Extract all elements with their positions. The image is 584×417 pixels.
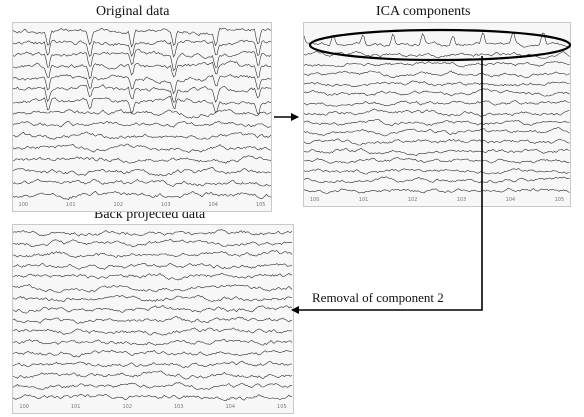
- original-x-ticks: 100 101 102 103 104 105: [13, 201, 271, 211]
- original-data-title: Original data: [96, 4, 170, 19]
- original-tick-4: 104: [208, 202, 218, 208]
- ica-trace-4: [304, 70, 570, 79]
- original-trace-8: [13, 109, 271, 119]
- original-tick-2: 102: [113, 202, 124, 208]
- original-tick-3: 103: [160, 202, 171, 208]
- back-projected-trace-2: [13, 238, 292, 248]
- ica-trace-14: [304, 167, 570, 175]
- back-projected-trace-6: [13, 284, 293, 293]
- ica-trace-11: [304, 138, 570, 146]
- original-trace-11: [13, 143, 271, 153]
- ica-trace-3: [304, 61, 570, 68]
- back-projected-trace-9: [13, 315, 293, 324]
- ica-trace-9: [304, 119, 570, 126]
- ica-x-ticks: 100 101 102 103 104 105: [304, 196, 570, 206]
- back-projected-trace-5: [13, 272, 293, 281]
- ica-tick-0: 100: [309, 197, 320, 203]
- ica-trace-2: [304, 50, 570, 59]
- ica-trace-1: [304, 32, 570, 48]
- ica-trace-6: [304, 88, 570, 97]
- original-trace-5: [13, 74, 271, 95]
- ica-tick-5: 105: [554, 197, 565, 203]
- ica-tick-4: 104: [505, 197, 516, 203]
- original-data-panel: 100 101 102 103 104 105: [12, 22, 272, 212]
- original-tick-1: 101: [66, 202, 76, 208]
- ica-components-panel: 100 101 102 103 104 105: [303, 22, 571, 207]
- ica-trace-16: [304, 187, 570, 194]
- ica-trace-5: [304, 80, 570, 88]
- back-projected-trace-14: [13, 370, 293, 380]
- ica-trace-8: [304, 108, 570, 117]
- ica-tick-2: 102: [407, 197, 418, 203]
- original-trace-14: [13, 178, 271, 187]
- back-projected-trace-10: [13, 327, 293, 336]
- back-projected-trace-13: [13, 360, 292, 369]
- original-trace-9: [13, 120, 271, 128]
- original-trace-1: [13, 27, 271, 48]
- back-projected-trace-1: [13, 229, 293, 237]
- back-projected-x-ticks: 100 101 102 103 104 105: [13, 403, 293, 413]
- ica-tick-3: 103: [456, 197, 467, 203]
- original-traces: [13, 27, 271, 200]
- original-trace-10: [13, 131, 271, 140]
- original-trace-6: [13, 84, 271, 103]
- back-projected-traces: [13, 229, 293, 402]
- back-projected-tick-4: 104: [225, 404, 236, 410]
- ica-trace-12: [304, 147, 570, 157]
- back-projected-tick-5: 105: [277, 404, 287, 410]
- back-projected-tick-0: 100: [19, 404, 29, 410]
- original-tick-5: 105: [255, 202, 266, 208]
- ica-trace-15: [304, 176, 570, 184]
- back-projected-trace-8: [13, 304, 293, 314]
- ica-trace-10: [304, 127, 570, 137]
- original-trace-2: [13, 39, 271, 58]
- original-trace-12: [13, 155, 271, 164]
- back-projected-tick-3: 103: [173, 404, 184, 410]
- removal-label: Removal of component 2: [312, 290, 444, 305]
- original-trace-4: [13, 60, 271, 80]
- ica-components-title: ICA components: [376, 4, 471, 19]
- ica-trace-7: [304, 100, 570, 107]
- back-projected-trace-7: [13, 295, 292, 303]
- back-projected-trace-4: [13, 262, 293, 270]
- back-projected-tick-2: 102: [122, 404, 133, 410]
- back-projected-trace-15: [13, 381, 293, 390]
- original-trace-15: [13, 190, 271, 200]
- original-trace-3: [13, 48, 271, 72]
- back-projected-trace-12: [13, 349, 293, 358]
- ica-traces: [304, 32, 570, 194]
- original-trace-7: [13, 96, 271, 115]
- back-projected-trace-11: [13, 339, 293, 346]
- back-projected-tick-1: 101: [70, 404, 81, 410]
- ica-tick-1: 101: [358, 197, 369, 203]
- ica-trace-13: [304, 156, 570, 164]
- back-projected-trace-16: [13, 393, 293, 402]
- original-tick-0: 100: [18, 202, 29, 208]
- original-trace-13: [13, 166, 271, 177]
- back-projected-panel: 100 101 102 103 104 105: [12, 224, 294, 414]
- back-projected-trace-3: [13, 250, 293, 258]
